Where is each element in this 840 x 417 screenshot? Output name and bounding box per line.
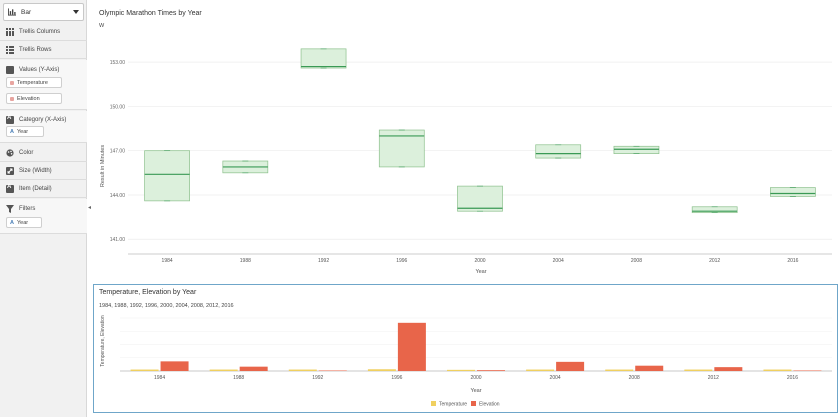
filter-chip-year[interactable]: A Year <box>6 217 42 228</box>
y-tick-label: 153.00 <box>110 60 126 66</box>
chart1-title: Olympic Marathon Times by Year <box>99 10 202 17</box>
values-axis-icon <box>6 66 14 74</box>
y-tick-label: 147.00 <box>110 149 126 155</box>
chart-type-select[interactable]: Bar <box>3 3 84 21</box>
size-label: Size (Width) <box>19 167 52 174</box>
x-tick-label: 1988 <box>240 258 251 264</box>
x-tick-label: 1984 <box>162 258 173 264</box>
values-header[interactable]: Values (Y-Axis) <box>0 61 87 79</box>
measure-icon <box>10 96 14 101</box>
value-chip-temperature[interactable]: Temperature <box>6 77 62 88</box>
filters-section <box>0 199 87 234</box>
category-label: Category (X-Axis) <box>19 117 67 123</box>
box-2016 <box>770 187 816 197</box>
color-label: Color <box>19 149 34 156</box>
value-chip-label: Elevation <box>17 95 40 102</box>
collapse-panel-icon[interactable]: ◂ <box>88 205 92 211</box>
y-tick-label: 141.00 <box>110 237 126 243</box>
trellis-rows-icon <box>6 45 14 54</box>
x-tick-label: 2008 <box>631 258 642 264</box>
chart1-subtitle: W <box>99 23 105 29</box>
box-1992 <box>300 48 347 69</box>
trellis-columns-icon <box>6 27 14 36</box>
filter-chip-label: Year <box>16 219 29 226</box>
y-tick-label: 150.00 <box>110 104 126 110</box>
text-field-icon: A <box>10 128 14 135</box>
text-field-icon: A <box>10 219 14 226</box>
chart2-title: Temperature, Elevation by Year <box>99 289 197 296</box>
color-row[interactable]: Color <box>0 144 87 162</box>
box-1996 <box>378 129 425 168</box>
chevron-down-icon[interactable] <box>73 10 79 14</box>
x-tick-label: 2004 <box>553 258 564 264</box>
category-chip-label: Year <box>16 128 29 135</box>
box-2008 <box>613 145 660 154</box>
x-axis-label: Year <box>475 269 486 275</box>
values-label: Values (Y-Axis) <box>19 67 60 73</box>
x-tick-label: 2012 <box>709 258 720 264</box>
item-row[interactable]: Item (Detail) <box>0 180 87 198</box>
trellis-columns-row[interactable]: Trellis Columns <box>0 23 87 41</box>
item-label: Item (Detail) <box>19 185 52 192</box>
measure-icon <box>10 80 14 85</box>
size-row[interactable]: Size (Width) <box>0 162 87 180</box>
trellis-rows-row[interactable]: Trellis Rows <box>0 41 87 59</box>
config-panel: Bar Trellis Columns Trellis Rows Values … <box>0 0 87 417</box>
x-tick-label: 1992 <box>318 258 329 264</box>
category-header[interactable]: Category (X-Axis) <box>0 111 87 129</box>
filters-header[interactable]: Filters <box>0 200 87 218</box>
filters-label: Filters <box>19 206 36 212</box>
trellis-rows-label: Trellis Rows <box>19 46 52 53</box>
value-chip-elevation[interactable]: Elevation <box>6 93 62 104</box>
box-1984 <box>144 150 190 202</box>
box-2004 <box>535 144 582 159</box>
funnel-icon <box>6 205 14 213</box>
box-1988 <box>222 160 269 174</box>
y-tick-label: 144.00 <box>110 193 126 199</box>
y-axis-label: Result in Minutes <box>100 145 106 187</box>
x-tick-label: 1996 <box>396 258 407 264</box>
item-detail-icon <box>6 184 14 193</box>
chart2-subtitle: 1984, 1988, 1992, 1996, 2000, 2004, 2008… <box>99 303 234 309</box>
category-axis-icon <box>6 115 14 124</box>
value-chip-label: Temperature <box>17 79 48 86</box>
x-tick-label: 2000 <box>474 258 485 264</box>
category-chip-year[interactable]: A Year <box>6 126 44 137</box>
bar-chart-icon <box>8 8 16 16</box>
box-2000 <box>457 185 503 212</box>
palette-icon <box>6 148 14 157</box>
trellis-columns-label: Trellis Columns <box>19 28 61 35</box>
x-tick-label: 2016 <box>787 258 798 264</box>
box-2012 <box>691 206 738 214</box>
chart2-frame <box>93 284 838 413</box>
chart-type-label: Bar <box>21 8 32 16</box>
resize-icon <box>6 166 14 175</box>
